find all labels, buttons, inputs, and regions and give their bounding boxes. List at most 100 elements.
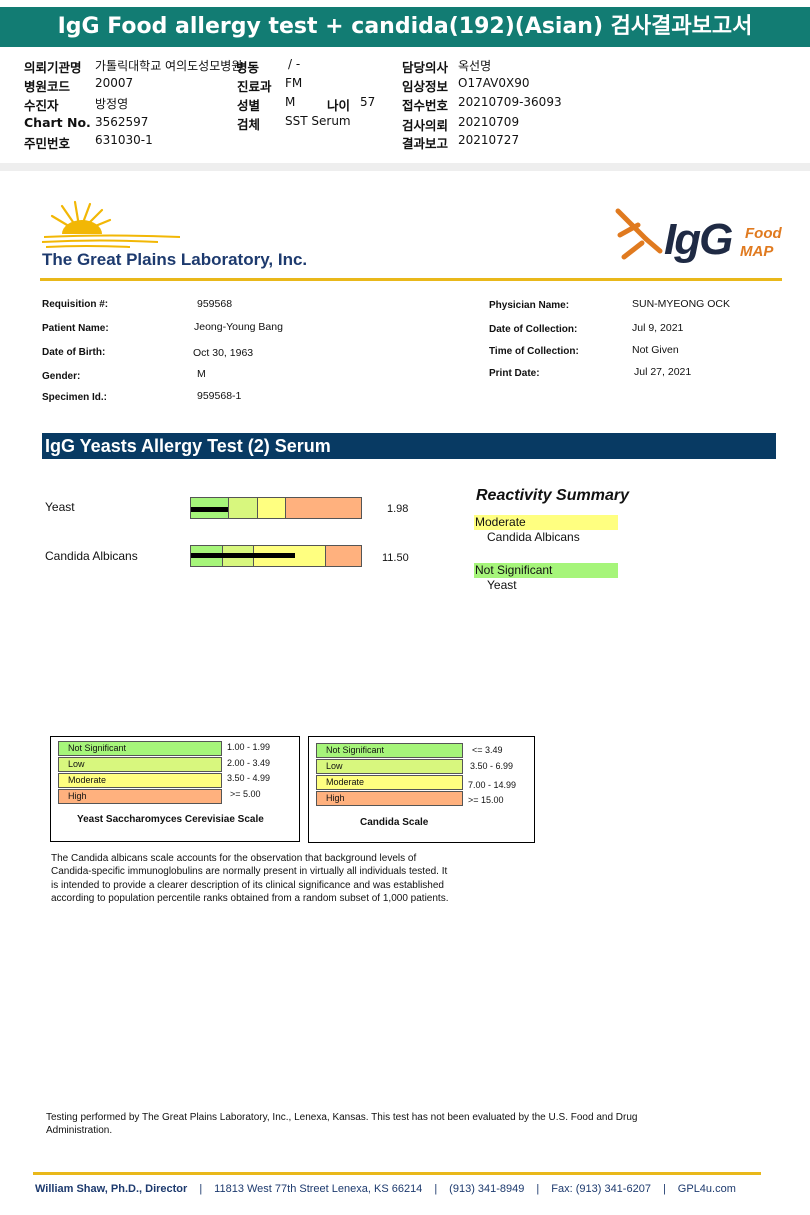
footer-phone: (913) 341-8949 — [449, 1183, 525, 1195]
age-label: 나이 — [327, 98, 351, 113]
footer-separator: | — [536, 1183, 540, 1195]
note-line: The Candida albicans scale accounts for … — [51, 853, 417, 864]
gold-rule — [40, 278, 782, 281]
result-bar-segment-low — [229, 498, 258, 518]
print-date-value: Jul 27, 2021 — [634, 366, 692, 378]
result-value-candida: 11.50 — [382, 552, 409, 564]
yeast-scale-row-low: Low — [58, 757, 222, 772]
candida-scale-row-not-significant: Not Significant — [316, 743, 463, 758]
dob-label: Date of Birth: — [42, 347, 106, 358]
physician-value: SUN-MYEONG OCK — [632, 298, 731, 310]
test-title-bar — [42, 433, 776, 459]
footer-web-link[interactable]: GPL4u.com — [677, 1183, 736, 1195]
print-date-label: Print Date: — [489, 368, 540, 379]
clinical-info-value: O17AV0X90 — [458, 76, 530, 90]
candida-range-low: 3.50 - 6.99 — [470, 761, 514, 771]
dob-value: Oct 30, 1963 — [193, 347, 254, 359]
summary-category-moderate: Moderate — [474, 515, 618, 530]
result-indicator-yeast — [191, 507, 228, 512]
yeast-range-low: 2.00 - 3.49 — [227, 758, 271, 768]
reactivity-summary-title: Reactivity Summary — [476, 487, 629, 504]
institution-label: 의뢰기관명 — [24, 60, 82, 75]
yeast-scale-caption: Yeast Saccharomyces Cerevisiae Scale — [77, 814, 264, 825]
receipt-no-value: 20210709-36093 — [458, 95, 562, 109]
footer-director: William Shaw, Ph.D., Director — [35, 1183, 188, 1195]
requisition-value: 959568 — [197, 298, 233, 310]
doctor-label: 담당의사 — [402, 60, 449, 75]
note-line: is intended to provide a clearer descrip… — [51, 879, 444, 891]
summary-item-yeast: Yeast — [487, 578, 517, 592]
lab-name: The Great Plains Laboratory, Inc. — [42, 250, 308, 269]
footer-address: 11813 West 77th Street Lenexa, KS 66214 — [214, 1183, 423, 1195]
footer-separator: | — [434, 1183, 438, 1195]
result-name-yeast: Yeast — [45, 500, 75, 514]
result-bar-segment-moderate — [258, 498, 286, 518]
department-value: FM — [285, 76, 303, 90]
antibody-icon — [615, 208, 663, 260]
candida-scale-caption: Candida Scale — [360, 817, 429, 828]
department-label: 진료과 — [237, 79, 272, 94]
sex-label: 성별 — [237, 98, 261, 113]
yeast-scale-box: Not Significant Low Moderate High 1.00 -… — [50, 736, 300, 842]
request-date-label: 검사의뢰 — [402, 118, 449, 133]
logo-food-text: Food — [745, 225, 782, 242]
collection-date-label: Date of Collection: — [489, 324, 578, 335]
physician-label: Physician Name: — [489, 300, 570, 311]
specimen-id-value: 959568-1 — [197, 390, 242, 402]
result-bar-segment-high — [326, 546, 361, 566]
candida-scale-row-moderate: Moderate — [316, 775, 463, 790]
yeast-scale-row-high: High — [58, 789, 222, 804]
footer-gold-rule — [33, 1172, 761, 1175]
sex-value: M — [285, 95, 296, 109]
test-title: IgG Yeasts Allergy Test (2) Serum — [45, 436, 331, 456]
resident-no-value: 631030-1 — [95, 133, 153, 147]
candida-scale-row-low: Low — [316, 759, 463, 774]
ward-label: 병동 — [236, 60, 260, 75]
hospital-code-label: 병원코드 — [24, 79, 71, 94]
report-title-band — [0, 7, 810, 47]
logo-igg-text: IgG — [664, 215, 733, 264]
footer-separator: | — [662, 1183, 666, 1195]
specimen-id-label: Specimen Id.: — [42, 392, 108, 403]
report-date-value: 20210727 — [458, 133, 520, 147]
doctor-value: 옥선명 — [458, 59, 492, 73]
report-date-label: 결과보고 — [402, 136, 449, 151]
footer: William Shaw, Ph.D., Director | 11813 West… — [35, 1183, 736, 1195]
resident-no-label: 주민번호 — [24, 136, 71, 151]
requisition-label: Requisition #: — [42, 299, 109, 310]
age-value: 57 — [360, 95, 376, 109]
candida-scale-row-high: High — [316, 791, 463, 806]
receipt-no-label: 접수번호 — [402, 98, 449, 113]
patient-value: 방정영 — [95, 97, 129, 111]
footer-separator: | — [199, 1183, 203, 1195]
note-line: according to population percentile ranks… — [51, 892, 449, 904]
institution-value: 가톨릭대학교 여의도성모병원 — [95, 59, 243, 73]
specimen-label: 검체 — [237, 117, 261, 132]
disclaimer: Testing performed by The Great Plains La… — [46, 1111, 637, 1138]
ward-value: / - — [288, 57, 301, 71]
hospital-code-value: 20007 — [95, 76, 134, 90]
yeast-range-not-significant: 1.00 - 1.99 — [227, 742, 271, 752]
collection-date-value: Jul 9, 2021 — [632, 322, 684, 334]
candida-range-moderate: 7.00 - 14.99 — [468, 780, 517, 790]
note-line: Candida-specific immunoglobulins are nor… — [51, 866, 448, 878]
chart-no-value: 3562597 — [95, 115, 149, 129]
igg-food-map-logo: IgG Food MAP — [612, 205, 787, 270]
yeast-range-high: >= 5.00 — [230, 789, 261, 799]
gender-value: M — [197, 368, 206, 380]
summary-item-candida: Candida Albicans — [487, 530, 580, 544]
logo-map-text: MAP — [740, 243, 774, 260]
patient-name-label: Patient Name: — [42, 323, 109, 334]
collection-time-label: Time of Collection: — [489, 346, 579, 357]
yeast-scale-row-not-significant: Not Significant — [58, 741, 222, 756]
request-date-value: 20210709 — [458, 115, 520, 129]
gender-label: Gender: — [42, 371, 81, 382]
chart-no-label: Chart No. — [24, 115, 91, 130]
result-indicator-candida — [191, 553, 295, 558]
header-separator — [0, 163, 810, 171]
clinical-info-label: 임상정보 — [402, 79, 449, 94]
summary-category-not-significant: Not Significant — [474, 563, 618, 578]
specimen-value: SST Serum — [285, 114, 351, 128]
result-value-yeast: 1.98 — [387, 503, 409, 515]
disclaimer-line: Administration. — [46, 1125, 113, 1137]
